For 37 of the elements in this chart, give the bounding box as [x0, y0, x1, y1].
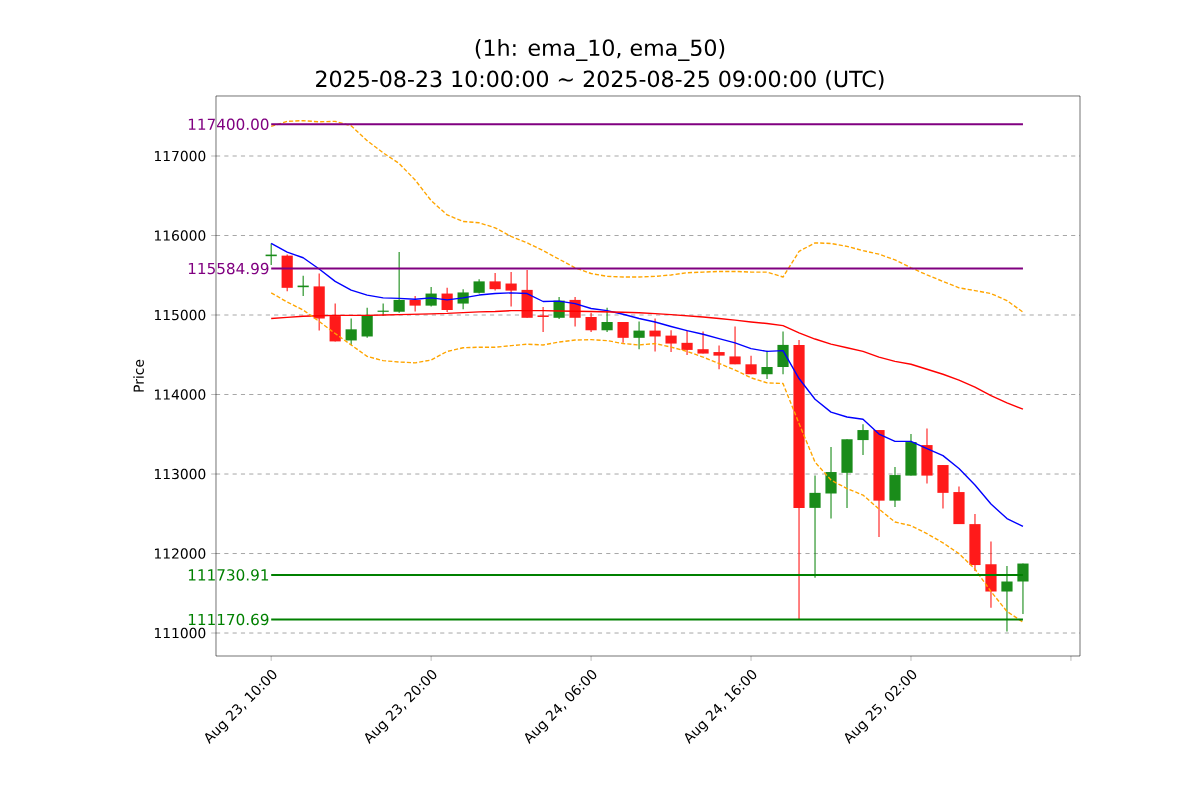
y-tick-label: 116000 [154, 230, 206, 241]
candlestick [601, 307, 613, 333]
ref-line-label: 111730.91 [188, 569, 269, 581]
y-axis-title: Price [133, 359, 144, 392]
candlestick [665, 329, 677, 353]
candlestick [617, 321, 629, 344]
candlestick [713, 345, 725, 370]
candlestick [729, 325, 741, 365]
candlestick [777, 330, 789, 375]
candlestick [809, 475, 821, 579]
line-series [270, 242, 1024, 528]
chart-subtitle: 2025-08-23 10:00:00 ~ 2025-08-25 09:00:00 (UTC) [316, 70, 884, 90]
y-tick-label: 112000 [154, 548, 206, 559]
candlestick [505, 271, 517, 307]
y-tick-label: 114000 [154, 389, 206, 400]
candlestick [393, 251, 405, 314]
candlestick [489, 272, 501, 292]
candlestick [633, 320, 645, 350]
ref-line-label: 115584.99 [188, 262, 269, 275]
y-tick-label: 115000 [154, 309, 206, 321]
candlestick [585, 312, 597, 333]
candlestick [649, 317, 661, 352]
candlestick [361, 307, 373, 339]
candlestick [681, 329, 693, 356]
y-tick-label: 117000 [154, 150, 206, 162]
ref-line-label: 117400.00 [188, 118, 269, 130]
chart-title: (1h: ema_10, ema_50) [475, 38, 725, 62]
candlestick [345, 317, 357, 346]
candlestick [537, 306, 549, 333]
candlestick [697, 330, 709, 355]
candlestick [1001, 565, 1013, 632]
y-tick-label: 113000 [154, 468, 206, 480]
candlestick [857, 423, 869, 456]
ref-line-label: 111170.69 [188, 613, 269, 626]
y-tick-label: 111000 [154, 627, 206, 639]
candlestick [825, 446, 837, 520]
candlestick [761, 350, 773, 380]
